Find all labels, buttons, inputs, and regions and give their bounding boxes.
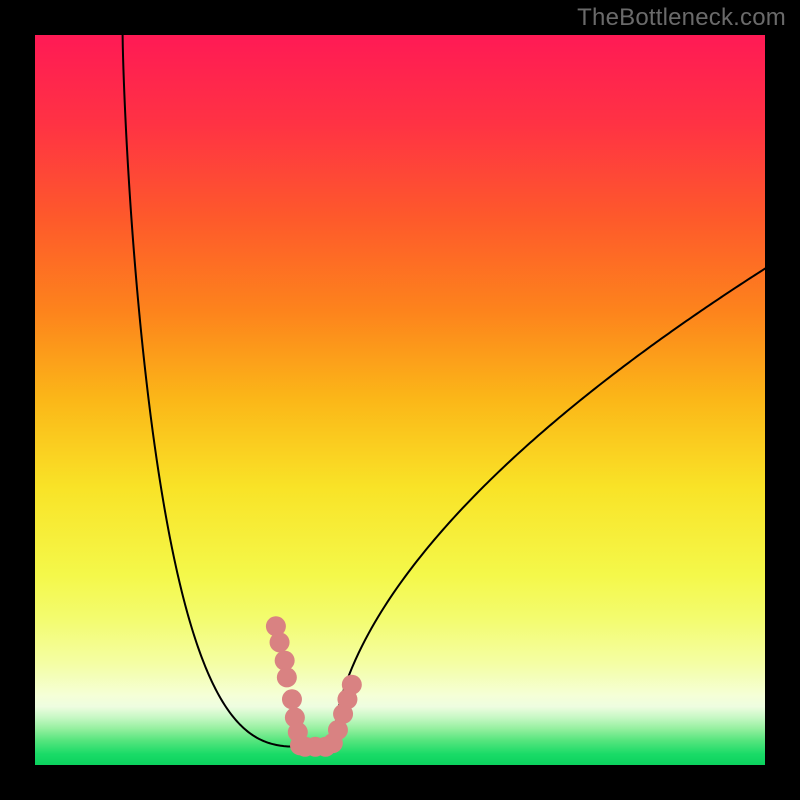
- marker-point: [270, 632, 290, 652]
- watermark-text: TheBottleneck.com: [577, 4, 786, 32]
- marker-point: [282, 689, 302, 709]
- marker-point: [277, 667, 297, 687]
- plot-area: [35, 35, 765, 765]
- marker-point: [275, 651, 295, 671]
- marker-point: [342, 675, 362, 695]
- plot-svg: [35, 35, 765, 765]
- chart-frame: TheBottleneck.com: [0, 0, 800, 800]
- gradient-background: [35, 35, 765, 765]
